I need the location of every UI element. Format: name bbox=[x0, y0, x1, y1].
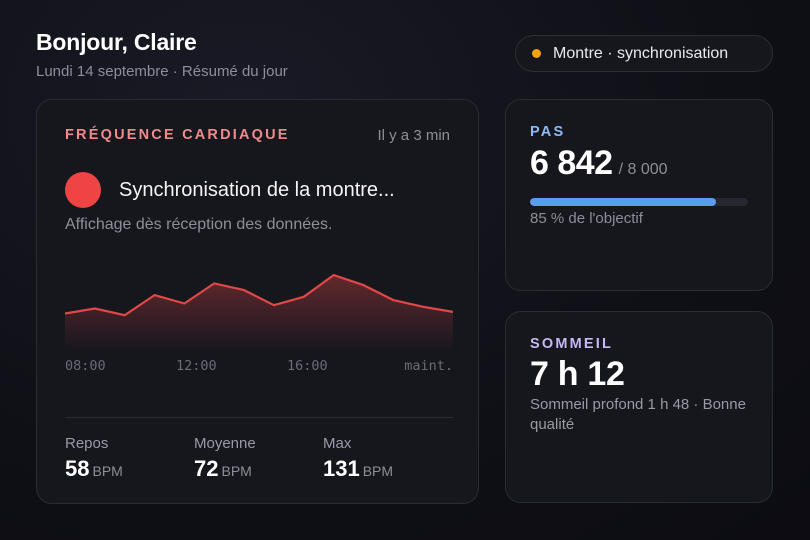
steps-card[interactable]: PAS 6 842 / 8 000 85 % de l'objectif bbox=[505, 99, 773, 291]
heart-rate-chart bbox=[65, 274, 453, 352]
x-tick-label: maint. bbox=[404, 358, 453, 374]
stat-label: Max bbox=[323, 435, 352, 452]
sleep-description: Sommeil profond 1 h 48 · Bonne qualité bbox=[530, 396, 746, 433]
sleep-duration: 7 h 12 bbox=[530, 355, 625, 393]
stat-max: Max 131 BPM bbox=[323, 435, 393, 482]
stat-unit: BPM bbox=[362, 463, 394, 479]
steps-value-row: 6 842 / 8 000 bbox=[530, 144, 668, 183]
x-tick-label: 08:00 bbox=[65, 358, 106, 374]
sleep-title: SOMMEIL bbox=[530, 336, 614, 352]
stat-value: 72 bbox=[194, 456, 219, 481]
sync-message: Synchronisation de la montre... bbox=[119, 178, 395, 201]
sync-hint: Affichage dès réception des données. bbox=[65, 216, 333, 233]
sync-status-dot-icon bbox=[532, 49, 541, 58]
x-tick-label: 12:00 bbox=[176, 358, 217, 374]
heart-rate-card[interactable]: FRÉQUENCE CARDIAQUE Il y a 3 min Synchro… bbox=[36, 99, 479, 504]
steps-progress-bar bbox=[530, 198, 748, 206]
sync-status-label: Montre · synchronisation bbox=[553, 44, 729, 62]
stat-label: Repos bbox=[65, 435, 109, 452]
stat-unit: BPM bbox=[92, 463, 123, 479]
greeting-title: Bonjour, Claire bbox=[36, 29, 197, 55]
stat-label: Moyenne bbox=[194, 435, 256, 452]
steps-count: 6 842 bbox=[530, 144, 613, 182]
steps-progress-caption: 85 % de l'objectif bbox=[530, 210, 643, 227]
heart-rate-line bbox=[65, 274, 453, 317]
x-tick-label: 16:00 bbox=[287, 358, 328, 374]
sleep-card[interactable]: SOMMEIL 7 h 12 Sommeil profond 1 h 48 · … bbox=[505, 311, 773, 503]
date-subtitle: Lundi 14 septembre · Résumé du jour bbox=[36, 63, 288, 80]
stat-resting: Repos 58 BPM bbox=[65, 435, 123, 482]
sync-message-row: Synchronisation de la montre... bbox=[65, 172, 395, 208]
steps-progress-fill bbox=[530, 198, 717, 206]
heart-status-dot-icon bbox=[65, 172, 101, 208]
last-updated: Il y a 3 min bbox=[377, 127, 450, 144]
steps-title: PAS bbox=[530, 124, 566, 140]
stat-value: 58 bbox=[65, 456, 90, 481]
watch-sync-status[interactable]: Montre · synchronisation bbox=[515, 35, 773, 72]
heart-rate-area bbox=[65, 275, 453, 352]
stat-average: Moyenne 72 BPM bbox=[194, 435, 256, 482]
heart-rate-title: FRÉQUENCE CARDIAQUE bbox=[65, 127, 290, 143]
steps-goal: / 8 000 bbox=[618, 161, 668, 178]
greeting-block: Bonjour, Claire Lundi 14 septembre · Rés… bbox=[36, 29, 288, 80]
divider bbox=[65, 417, 453, 418]
stat-unit: BPM bbox=[221, 463, 252, 479]
chart-x-axis: 08:00 12:00 16:00 maint. bbox=[65, 358, 453, 378]
stat-value: 131 bbox=[323, 456, 360, 481]
